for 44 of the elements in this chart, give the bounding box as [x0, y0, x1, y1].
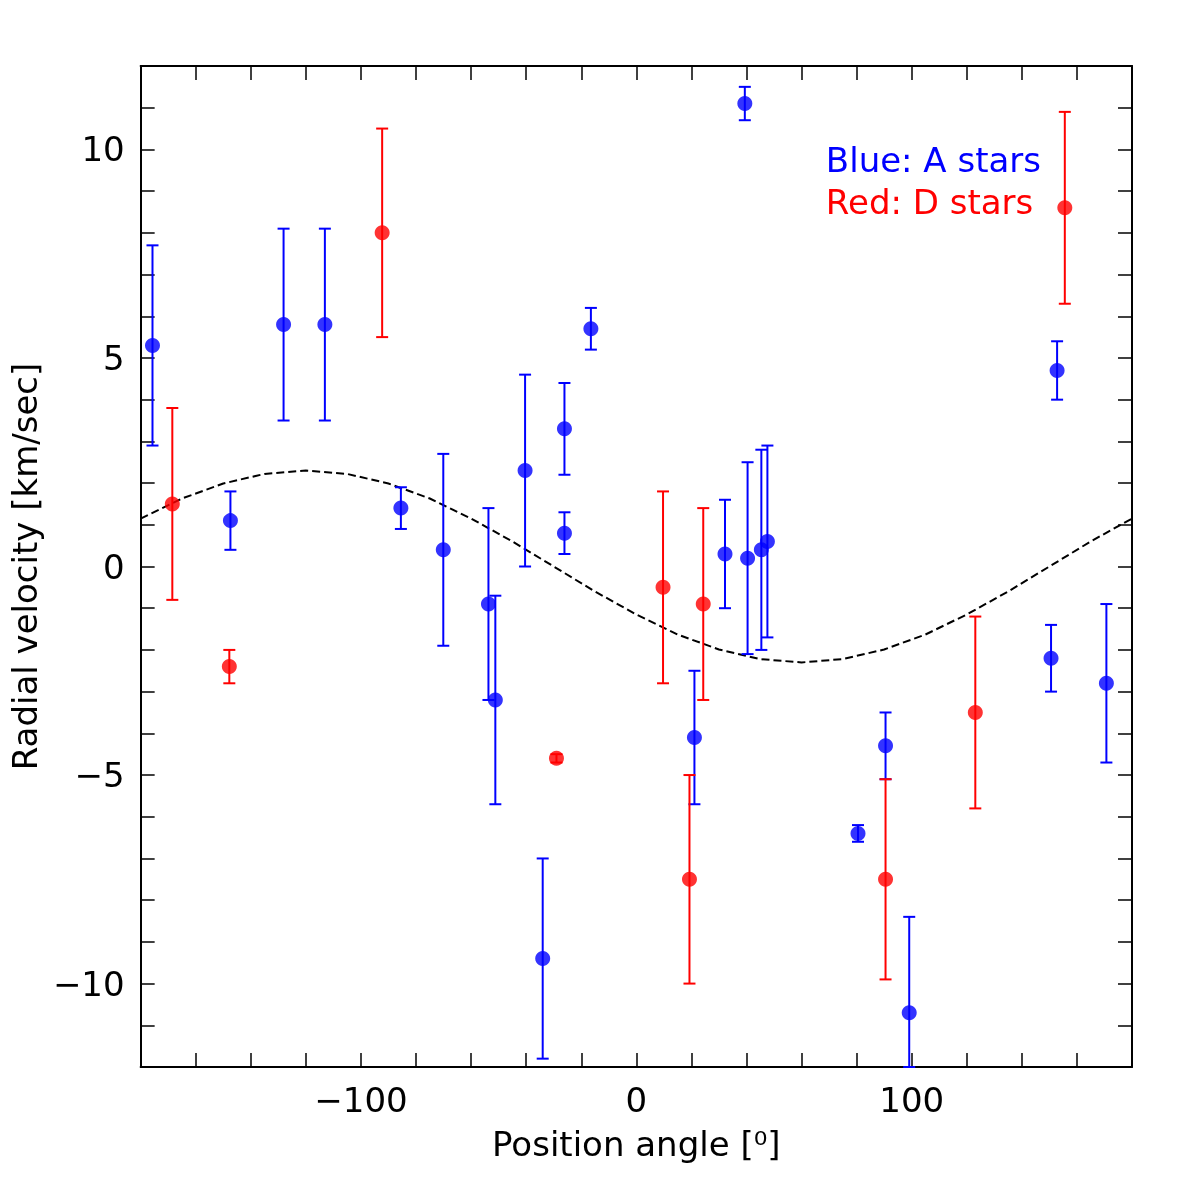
- point: [487, 692, 503, 708]
- point: [1057, 200, 1073, 216]
- point: [317, 317, 333, 333]
- point: [145, 337, 160, 353]
- point: [535, 951, 551, 967]
- series-label: Red: D stars: [825, 182, 1034, 222]
- point: [374, 225, 390, 241]
- point: [1049, 362, 1065, 378]
- y-tick-label: 10: [81, 129, 125, 170]
- point: [901, 1005, 917, 1021]
- point: [480, 596, 496, 612]
- y-tick-label: 0: [103, 546, 125, 587]
- point: [681, 871, 697, 887]
- text: Blue: A stars: [825, 140, 1041, 180]
- y-tick-label: 5: [103, 337, 125, 378]
- point: [517, 463, 533, 479]
- point: [967, 704, 983, 720]
- point: [686, 730, 702, 745]
- point: [435, 542, 451, 558]
- point: [221, 659, 237, 675]
- point: [556, 421, 572, 437]
- point: [1043, 650, 1059, 666]
- point: [556, 525, 572, 541]
- point: [878, 871, 894, 887]
- point: [655, 579, 671, 595]
- x-axis-title: Position angle [⁰]: [492, 1124, 781, 1164]
- x-tick-label: 100: [879, 1080, 945, 1120]
- y-tick-label: −5: [74, 755, 125, 796]
- point: [276, 317, 292, 333]
- y-tick-label: −10: [52, 963, 125, 1004]
- point: [717, 546, 733, 562]
- y-axis-title: Radial velocity [km/sec]: [5, 362, 45, 771]
- point: [164, 496, 180, 512]
- point: [1098, 675, 1114, 691]
- x-tick-label: 0: [625, 1080, 648, 1120]
- point: [583, 321, 599, 337]
- point: [737, 96, 753, 112]
- point: [878, 738, 894, 754]
- x-tick-label: −100: [314, 1080, 408, 1120]
- point: [393, 500, 409, 516]
- point: [759, 533, 775, 549]
- point: [222, 513, 238, 529]
- point: [695, 596, 711, 612]
- point: [740, 550, 756, 566]
